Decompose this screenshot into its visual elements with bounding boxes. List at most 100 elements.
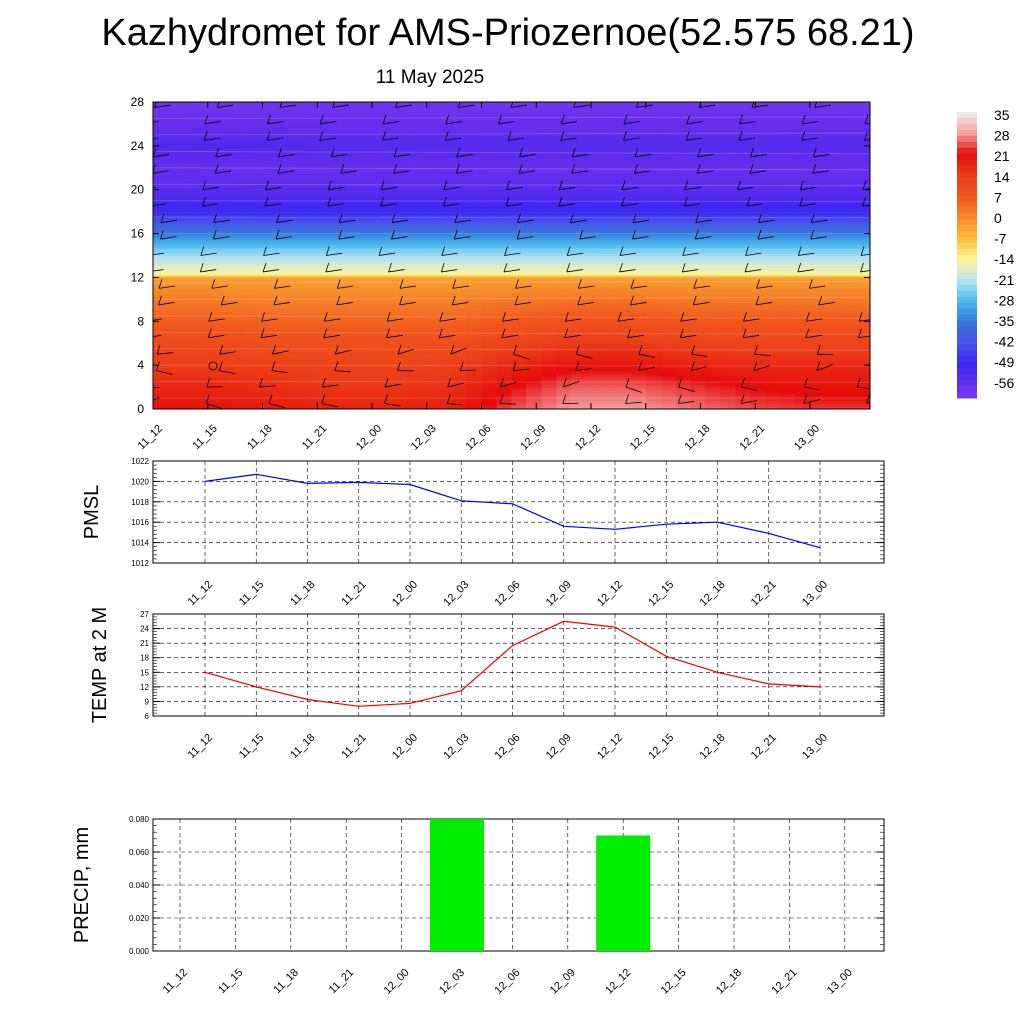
- heatmap-cell: [167, 403, 184, 407]
- heatmap-cell: [840, 145, 856, 150]
- heatmap-cell: [541, 326, 557, 331]
- heatmap-cell: [631, 241, 647, 246]
- heatmap-cell: [377, 257, 393, 261]
- heatmap-cell: [645, 239, 662, 243]
- heatmap-cell: [750, 315, 767, 320]
- heatmap-cell: [571, 307, 587, 311]
- heatmap-cell: [660, 154, 677, 158]
- heatmap-cell: [167, 269, 184, 273]
- heatmap-cell: [347, 329, 363, 333]
- heatmap-cell: [272, 384, 289, 388]
- heatmap-cell: [466, 291, 483, 295]
- heatmap-cell: [182, 250, 199, 254]
- heatmap-cell: [840, 214, 856, 218]
- heatmap-cell: [362, 370, 378, 374]
- heatmap-cell: [616, 348, 632, 353]
- heatmap-cell: [481, 381, 498, 385]
- heatmap-cell: [197, 302, 214, 306]
- heatmap-cell: [765, 310, 781, 314]
- heatmap-cell: [601, 195, 617, 199]
- heatmap-cell: [332, 387, 348, 391]
- heatmap-cell: [406, 384, 423, 388]
- heatmap-cell: [392, 334, 408, 339]
- heatmap-cell: [750, 326, 767, 331]
- heatmap-cell: [750, 403, 767, 407]
- heatmap-cell: [556, 334, 572, 339]
- heatmap-cell: [347, 156, 363, 161]
- heatmap-cell: [212, 173, 229, 177]
- heatmap-cell: [362, 400, 378, 405]
- heatmap-cell: [601, 222, 617, 226]
- heatmap-cell: [436, 167, 453, 172]
- heatmap-cell: [362, 200, 378, 205]
- heatmap-cell: [810, 406, 826, 409]
- heatmap-cell: [720, 373, 737, 377]
- heatmap-cell: [212, 271, 229, 275]
- heatmap-cell: [153, 285, 169, 289]
- heatmap-cell: [242, 233, 259, 237]
- heatmap-cell: [481, 247, 498, 251]
- heatmap-cell: [481, 244, 498, 248]
- heatmap-cell: [317, 381, 333, 385]
- heatmap-cell: [720, 332, 737, 336]
- heatmap-cell: [720, 351, 737, 355]
- heatmap-cell: [153, 162, 169, 166]
- heatmap-cell: [406, 165, 423, 169]
- heatmap-cell: [795, 293, 811, 298]
- heatmap-cell: [466, 186, 483, 191]
- heatmap-cell: [855, 299, 870, 303]
- heatmap-cell: [825, 269, 841, 273]
- heatmap-cell: [825, 359, 841, 363]
- heatmap-cell: [212, 156, 229, 161]
- heatmap-cell: [317, 208, 333, 213]
- heatmap-cell: [526, 197, 542, 202]
- heatmap-cell: [511, 285, 528, 289]
- heatmap-cell: [227, 252, 244, 257]
- heatmap-cell: [810, 271, 826, 275]
- heatmap-cell: [496, 398, 513, 402]
- heatmap-cell: [421, 269, 438, 273]
- heatmap-cell: [167, 148, 184, 152]
- heatmap-cell: [302, 165, 318, 169]
- heatmap-cell: [227, 186, 244, 191]
- heatmap-cell: [735, 337, 752, 342]
- heatmap-cell: [660, 367, 677, 372]
- heatmap-cell: [257, 373, 274, 377]
- heatmap-cell: [466, 288, 483, 292]
- heatmap-cell: [406, 291, 423, 295]
- heatmap-cell: [795, 192, 811, 196]
- heatmap-cell: [242, 348, 259, 353]
- heatmap-cell: [556, 345, 572, 350]
- heatmap-cell: [257, 250, 274, 254]
- heatmap-cell: [242, 148, 259, 152]
- heatmap-cell: [526, 296, 542, 300]
- heatmap-cell: [421, 211, 438, 215]
- heatmap-cell: [197, 219, 214, 224]
- heatmap-cell: [840, 313, 856, 317]
- heatmap-cell: [556, 406, 572, 409]
- heatmap-cell: [735, 387, 752, 391]
- heatmap-cell: [631, 197, 647, 202]
- heatmap-cell: [406, 250, 423, 254]
- heatmap-cell: [227, 219, 244, 224]
- heatmap-cell: [481, 267, 498, 271]
- heatmap-cell: [496, 285, 513, 289]
- heatmap-cell: [556, 348, 572, 353]
- heatmap-cell: [720, 241, 737, 246]
- heatmap-cell: [645, 378, 662, 383]
- heatmap-cell: [481, 378, 498, 383]
- heatmap-cell: [601, 307, 617, 311]
- heatmap-cell: [735, 288, 752, 292]
- heatmap-cell: [332, 145, 348, 150]
- heatmap-cell: [421, 255, 438, 259]
- heatmap-cell: [526, 167, 542, 172]
- heatmap-cell: [616, 178, 632, 183]
- heatmap-cell: [272, 296, 289, 300]
- heatmap-cell: [332, 206, 348, 210]
- heatmap-cell: [720, 170, 737, 174]
- heatmap-cell: [541, 285, 557, 289]
- heatmap-cell: [481, 315, 498, 320]
- heatmap-cell: [272, 214, 289, 218]
- heatmap-cell: [645, 291, 662, 295]
- heatmap-cell: [451, 359, 468, 363]
